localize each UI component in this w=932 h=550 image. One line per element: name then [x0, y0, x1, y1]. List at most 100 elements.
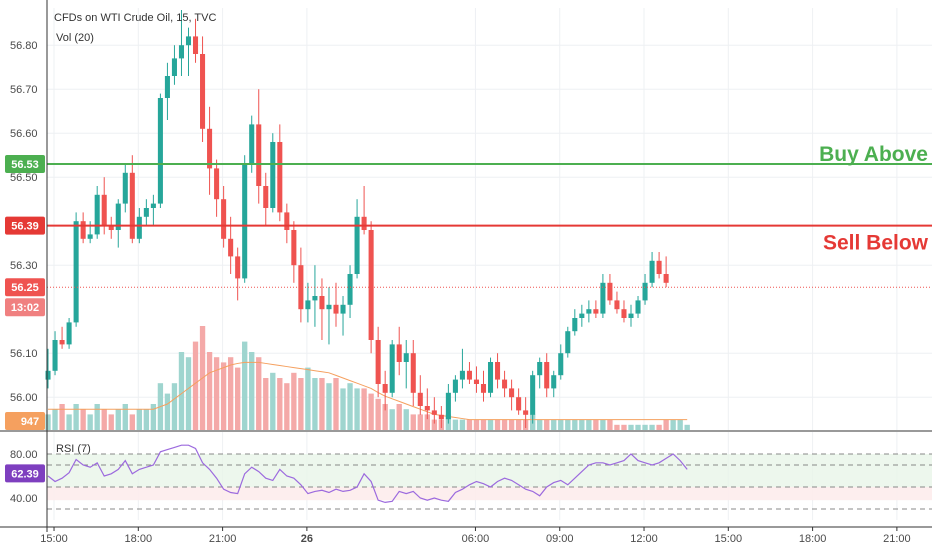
- price-tick-label: 56.80: [10, 40, 38, 52]
- candle: [424, 388, 430, 420]
- candle-body: [45, 370, 51, 380]
- volume-bar: [213, 357, 220, 430]
- candle-body: [319, 296, 325, 310]
- candle-body: [333, 304, 339, 314]
- candle: [284, 203, 290, 244]
- candle: [178, 10, 185, 76]
- volume-bar: [417, 414, 423, 430]
- candle: [221, 186, 227, 248]
- chart-title: CFDs on WTI Crude Oil, 15, TVC: [54, 12, 216, 24]
- volume-bar: [537, 419, 543, 430]
- candle-body: [354, 216, 360, 274]
- candle-body: [621, 309, 627, 318]
- candle: [635, 296, 641, 318]
- rsi-current-text: 62.39: [11, 468, 39, 480]
- candle-body: [242, 164, 248, 279]
- volume-bar: [544, 419, 550, 430]
- volume-bar: [663, 419, 669, 430]
- candle: [642, 274, 648, 305]
- volume-bar: [424, 414, 430, 430]
- candle-body: [192, 36, 199, 54]
- candle: [354, 199, 360, 279]
- candle-body: [178, 45, 185, 59]
- candle-body: [495, 362, 501, 380]
- candle-body: [579, 313, 585, 318]
- candle: [52, 331, 58, 376]
- candle: [466, 362, 472, 384]
- candle: [565, 326, 571, 358]
- candle-body: [347, 274, 353, 305]
- candle: [445, 384, 451, 424]
- volume-bar: [614, 424, 620, 430]
- candle-body: [466, 370, 472, 380]
- candle-body: [326, 304, 332, 310]
- horizontal-levels[interactable]: Buy Above Sell Below: [47, 143, 932, 288]
- volume-bar: [192, 341, 199, 430]
- candle: [115, 199, 121, 248]
- candle-body: [459, 370, 465, 380]
- candle: [108, 216, 114, 239]
- candle-body: [298, 265, 304, 310]
- candle: [459, 348, 465, 389]
- candle-body: [221, 199, 227, 239]
- volume-bar: [635, 424, 641, 430]
- candle-body: [663, 274, 669, 283]
- candle: [157, 93, 163, 208]
- candle: [150, 194, 156, 226]
- volume-bar: [459, 419, 466, 430]
- volume-bar: [501, 419, 508, 430]
- candle: [558, 344, 564, 380]
- volume-bar: [333, 378, 339, 430]
- volume-bar: [94, 404, 100, 430]
- volume-bar: [593, 419, 599, 430]
- candle-body: [108, 225, 114, 230]
- rsi-band-background: [47, 453, 932, 510]
- candle: [122, 164, 128, 213]
- volume-bar: [66, 414, 72, 430]
- time-tick-label: 15:00: [715, 533, 743, 545]
- candle-body: [523, 410, 529, 415]
- volume-bar: [45, 414, 51, 430]
- volume-bar: [473, 419, 480, 430]
- volume-bar: [487, 419, 494, 430]
- candle-body: [284, 212, 290, 230]
- candle-body: [340, 304, 346, 314]
- time-tick-label: 06:00: [462, 533, 490, 545]
- volume-bar: [143, 409, 150, 430]
- candle: [530, 370, 536, 424]
- time-tick-label: 12:00: [630, 533, 658, 545]
- rsi-legend: RSI (7): [56, 443, 91, 455]
- candle-body: [403, 353, 409, 362]
- volume-bar: [101, 409, 107, 430]
- volume-bar: [494, 419, 501, 430]
- candle-body: [66, 322, 72, 345]
- price-tick-label: 56.00: [10, 392, 38, 404]
- candle: [537, 357, 543, 389]
- candle-body: [122, 172, 128, 204]
- rsi-line-layer: [47, 444, 688, 504]
- candle-body: [256, 124, 262, 186]
- candle: [347, 265, 353, 318]
- volume-bar: [354, 388, 360, 430]
- volume-bar: [375, 398, 381, 430]
- volume-bar: [249, 352, 255, 430]
- candle-body: [480, 384, 487, 393]
- volume-bar: [649, 424, 655, 430]
- volume-bar: [551, 419, 557, 430]
- candle: [143, 199, 149, 226]
- candle-body: [249, 124, 255, 164]
- volume-bar: [466, 419, 473, 430]
- volume-bar: [270, 372, 276, 430]
- volume-bar: [319, 378, 325, 430]
- volume-bar: [586, 419, 592, 430]
- candle: [214, 159, 220, 217]
- candle-body: [544, 362, 550, 389]
- candle-body: [642, 282, 648, 301]
- candle: [438, 406, 444, 428]
- level-price-tag: [5, 216, 45, 235]
- candle-body: [164, 76, 170, 98]
- candle: [649, 252, 655, 288]
- bar-countdown-tag: [5, 298, 45, 317]
